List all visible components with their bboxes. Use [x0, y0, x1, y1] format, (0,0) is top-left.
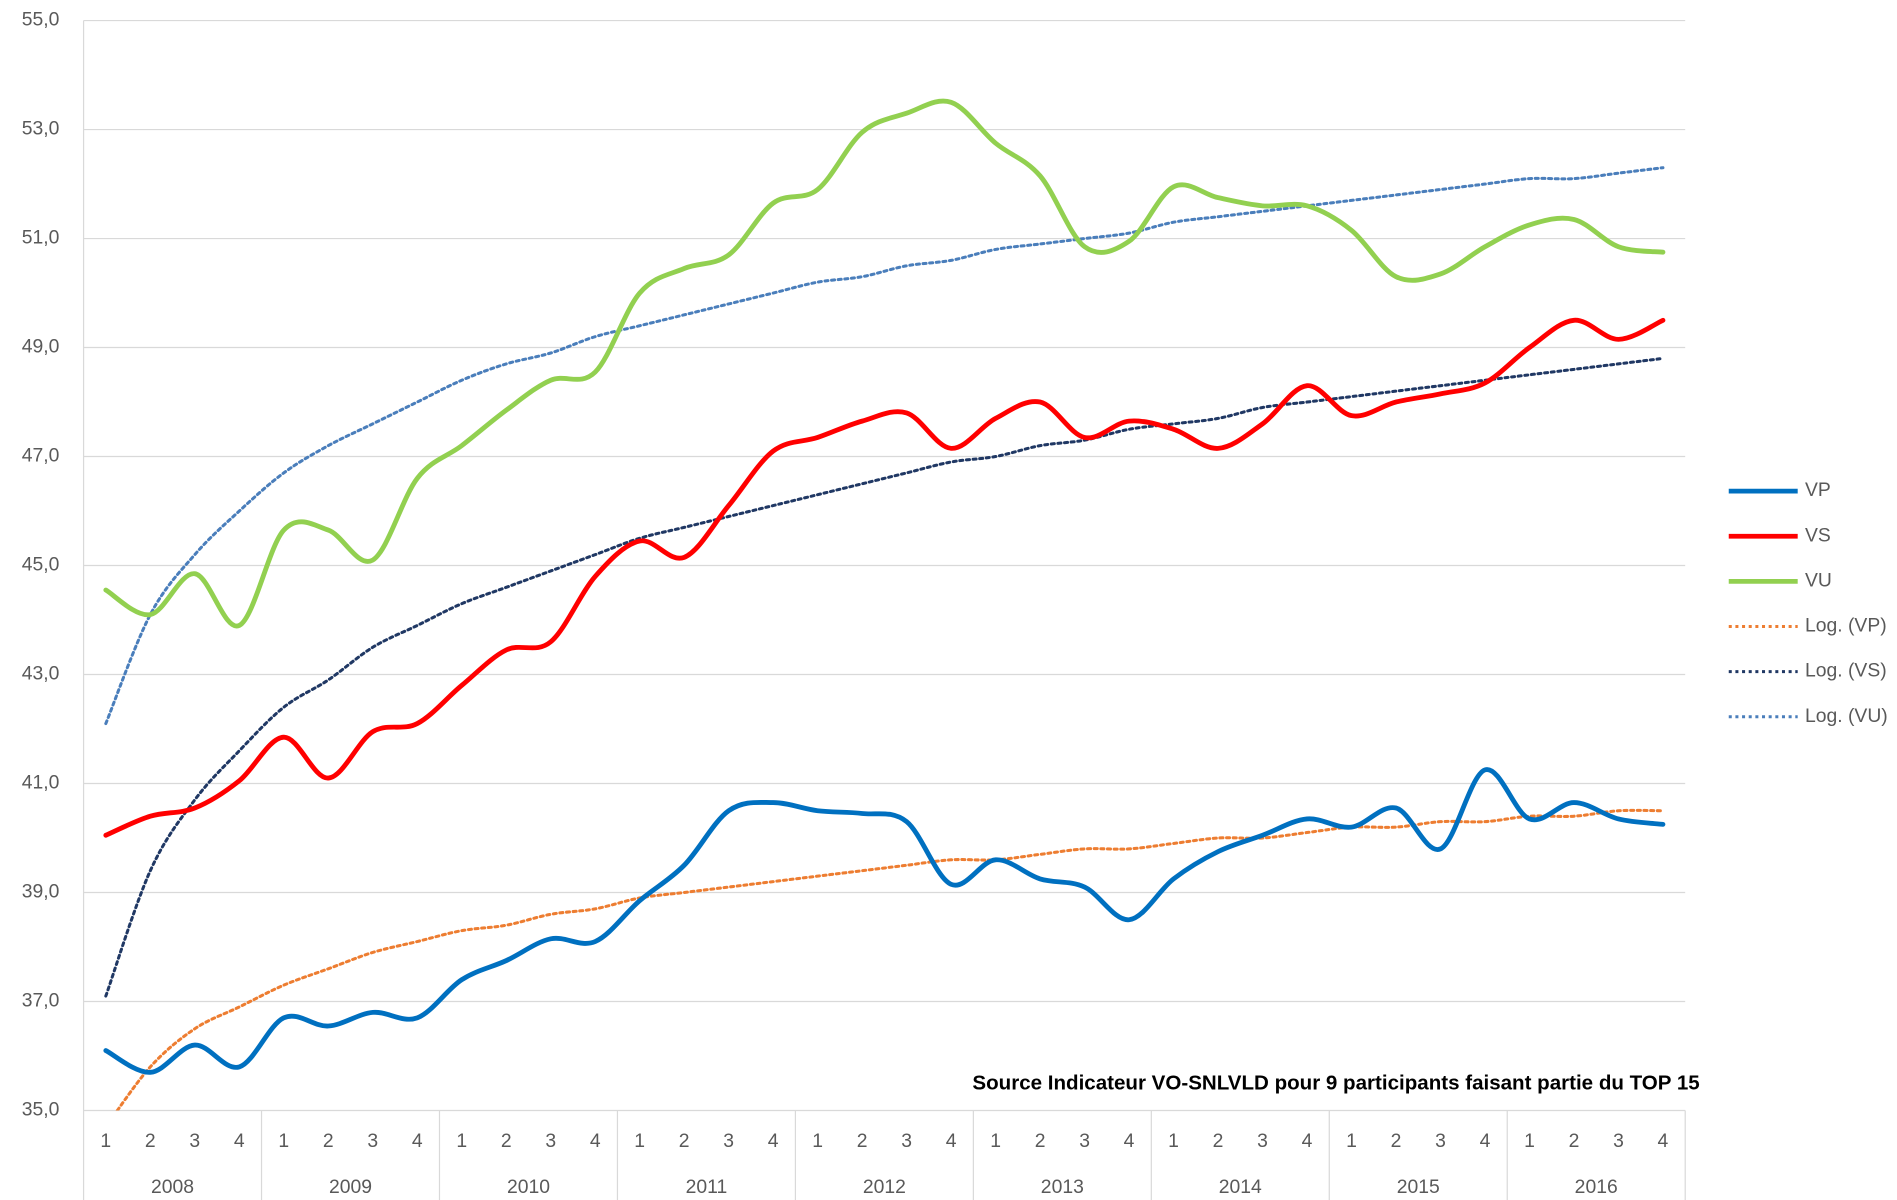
- x-tick-label: 3: [1257, 1130, 1268, 1152]
- x-tick-label: 4: [1480, 1130, 1491, 1152]
- x-tick-label: 3: [901, 1130, 912, 1152]
- x-tick-label: 4: [1124, 1130, 1135, 1152]
- x-group-label: 2014: [1219, 1176, 1262, 1198]
- x-tick-label: 3: [1079, 1130, 1090, 1152]
- legend-label: Log. (VS): [1805, 660, 1887, 682]
- x-tick-label: 4: [234, 1130, 245, 1152]
- x-tick-label: 2: [1213, 1130, 1224, 1152]
- x-tick-label: 1: [1168, 1130, 1179, 1152]
- x-tick-label: 3: [367, 1130, 378, 1152]
- x-tick-label: 2: [857, 1130, 868, 1152]
- y-tick-label: 55,0: [22, 9, 60, 31]
- x-tick-label: 2: [323, 1130, 334, 1152]
- x-tick-label: 2: [501, 1130, 512, 1152]
- x-tick-label: 3: [545, 1130, 556, 1152]
- x-group-label: 2012: [863, 1176, 906, 1198]
- x-group-label: 2011: [686, 1176, 728, 1198]
- x-tick-label: 4: [1658, 1130, 1669, 1152]
- y-tick-label: 47,0: [22, 445, 60, 467]
- y-tick-label: 45,0: [22, 554, 60, 576]
- x-tick-label: 2: [1391, 1130, 1402, 1152]
- x-tick-label: 4: [946, 1130, 957, 1152]
- x-tick-label: 4: [1302, 1130, 1313, 1152]
- y-tick-label: 39,0: [22, 881, 60, 903]
- series-line: [103, 767, 1666, 1075]
- x-tick-label: 2: [145, 1130, 156, 1152]
- x-tick-label: 2: [1569, 1130, 1580, 1152]
- x-group-label: 2015: [1397, 1176, 1440, 1198]
- x-tick-label: 4: [412, 1130, 423, 1152]
- x-tick-label: 1: [634, 1130, 645, 1152]
- x-tick-label: 1: [1346, 1130, 1357, 1152]
- x-group-label: 2008: [151, 1176, 194, 1198]
- x-tick-label: 1: [100, 1130, 111, 1152]
- y-tick-label: 35,0: [22, 1099, 60, 1121]
- legend-label: VP: [1805, 479, 1831, 501]
- trend-line: [104, 166, 1665, 726]
- x-tick-label: 2: [1035, 1130, 1046, 1152]
- x-tick-label: 2: [679, 1130, 690, 1152]
- legend-label: Log. (VP): [1805, 615, 1887, 637]
- y-tick-label: 43,0: [22, 663, 60, 685]
- x-tick-label: 1: [278, 1130, 289, 1152]
- x-tick-label: 4: [590, 1130, 601, 1152]
- x-group-label: 2016: [1575, 1176, 1618, 1198]
- x-tick-label: 1: [1524, 1130, 1535, 1152]
- legend-label: Log. (VU): [1805, 705, 1888, 727]
- series-line: [103, 98, 1666, 629]
- y-tick-label: 41,0: [22, 772, 60, 794]
- x-group-label: 2010: [507, 1176, 550, 1198]
- x-tick-label: 3: [1613, 1130, 1624, 1152]
- x-tick-label: 3: [189, 1130, 200, 1152]
- x-tick-label: 3: [723, 1130, 734, 1152]
- y-tick-label: 51,0: [22, 227, 60, 249]
- x-tick-label: 1: [812, 1130, 823, 1152]
- legend-label: VU: [1805, 569, 1832, 591]
- x-group-label: 2009: [329, 1176, 372, 1198]
- series-line: [103, 317, 1666, 838]
- y-tick-label: 53,0: [22, 118, 60, 140]
- y-tick-label: 49,0: [22, 336, 60, 358]
- x-tick-label: 1: [990, 1130, 1001, 1152]
- trend-line: [115, 808, 1665, 1111]
- y-tick-label: 37,0: [22, 990, 60, 1012]
- x-tick-label: 1: [456, 1130, 467, 1152]
- legend-label: VS: [1805, 524, 1831, 546]
- source-annotation: Source Indicateur VO-SNLVLD pour 9 parti…: [972, 1071, 1699, 1094]
- x-group-label: 2013: [1041, 1176, 1084, 1198]
- x-tick-label: 3: [1435, 1130, 1446, 1152]
- x-tick-label: 4: [768, 1130, 779, 1152]
- trend-line: [104, 356, 1665, 998]
